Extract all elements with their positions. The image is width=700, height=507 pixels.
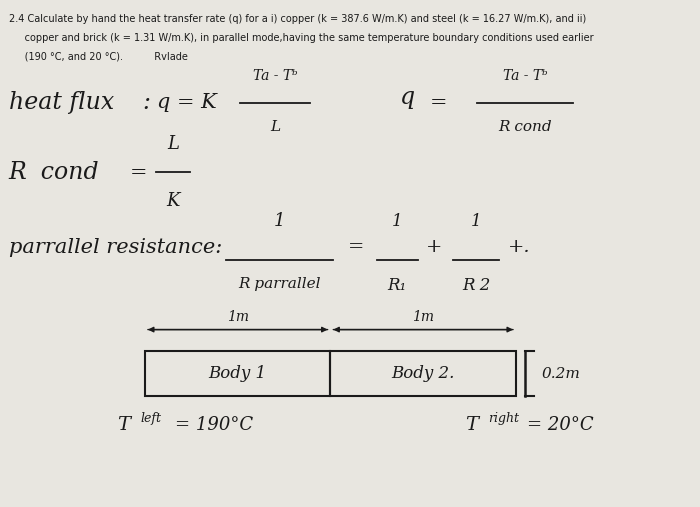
Text: Body 2.: Body 2.: [391, 366, 455, 382]
Text: +.: +.: [508, 238, 530, 256]
Bar: [145, 351, 330, 396]
Text: =: =: [130, 163, 147, 182]
Text: = 20°C: = 20°C: [527, 416, 594, 434]
Text: 1m: 1m: [227, 310, 248, 323]
Text: :: :: [142, 91, 150, 115]
Text: (190 °C, and 20 °C).          RvIade: (190 °C, and 20 °C). RvIade: [9, 51, 188, 61]
Text: Body 1: Body 1: [209, 366, 267, 382]
Text: T: T: [465, 416, 478, 434]
Text: R cond: R cond: [498, 120, 552, 134]
Text: +: +: [426, 238, 442, 256]
Text: right: right: [488, 412, 519, 425]
Text: 1: 1: [392, 213, 402, 230]
Text: R  cond: R cond: [9, 161, 99, 184]
Text: T: T: [118, 416, 130, 434]
Text: q = K: q = K: [157, 93, 217, 113]
Text: Ta - Tᵇ: Ta - Tᵇ: [253, 69, 298, 84]
Text: R parrallel: R parrallel: [238, 277, 321, 291]
Text: 1: 1: [274, 212, 285, 230]
Text: q: q: [400, 86, 415, 110]
Text: Ta - Tᵇ: Ta - Tᵇ: [503, 69, 547, 84]
Text: L: L: [270, 120, 280, 134]
Text: left: left: [141, 412, 162, 425]
Text: = 190°C: = 190°C: [175, 416, 253, 434]
Text: =: =: [348, 238, 365, 256]
Text: R 2: R 2: [462, 277, 490, 294]
Text: 2.4 Calculate by hand the heat transfer rate (q) for a i) copper (k = 387.6 W/m.: 2.4 Calculate by hand the heat transfer …: [9, 14, 586, 24]
Text: R₁: R₁: [388, 277, 407, 294]
Bar: [330, 351, 516, 396]
Text: copper and brick (k = 1.31 W/m.K), in parallel mode,having the same temperature : copper and brick (k = 1.31 W/m.K), in pa…: [9, 33, 594, 43]
Text: 1m: 1m: [412, 310, 434, 323]
Text: 1: 1: [470, 213, 482, 230]
Text: K: K: [166, 192, 180, 210]
Text: 0.2m: 0.2m: [542, 367, 581, 381]
Text: =: =: [430, 93, 447, 113]
Text: L: L: [167, 134, 179, 153]
Text: parrallel resistance:: parrallel resistance:: [9, 238, 222, 257]
Text: heat flux: heat flux: [9, 91, 114, 115]
